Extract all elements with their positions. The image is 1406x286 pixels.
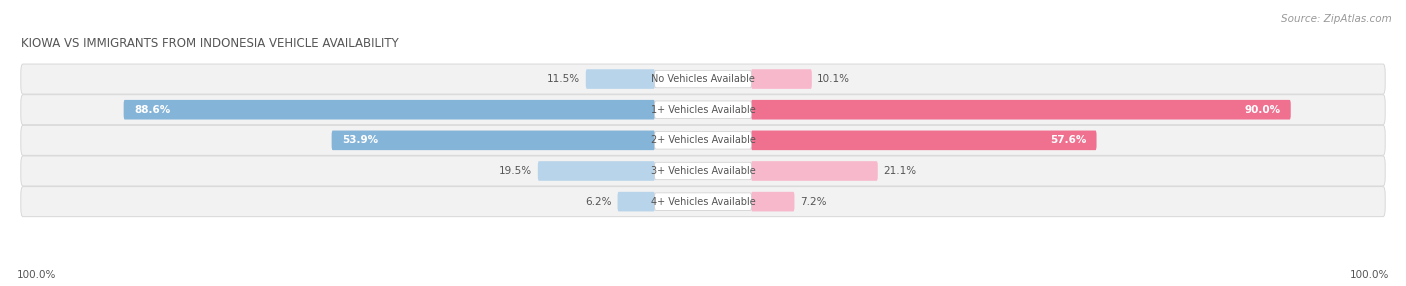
Text: KIOWA VS IMMIGRANTS FROM INDONESIA VEHICLE AVAILABILITY: KIOWA VS IMMIGRANTS FROM INDONESIA VEHIC… bbox=[21, 37, 399, 50]
Text: 21.1%: 21.1% bbox=[883, 166, 917, 176]
Text: 6.2%: 6.2% bbox=[586, 197, 612, 206]
FancyBboxPatch shape bbox=[655, 193, 751, 210]
FancyBboxPatch shape bbox=[655, 101, 751, 118]
Text: 90.0%: 90.0% bbox=[1244, 105, 1281, 115]
FancyBboxPatch shape bbox=[332, 130, 655, 150]
FancyBboxPatch shape bbox=[124, 100, 655, 120]
FancyBboxPatch shape bbox=[751, 161, 877, 181]
Text: 2+ Vehicles Available: 2+ Vehicles Available bbox=[651, 135, 755, 145]
Text: 1+ Vehicles Available: 1+ Vehicles Available bbox=[651, 105, 755, 115]
FancyBboxPatch shape bbox=[751, 192, 794, 211]
Text: 10.1%: 10.1% bbox=[817, 74, 851, 84]
FancyBboxPatch shape bbox=[21, 125, 1385, 155]
Text: 57.6%: 57.6% bbox=[1050, 135, 1085, 145]
FancyBboxPatch shape bbox=[21, 95, 1385, 125]
Text: No Vehicles Available: No Vehicles Available bbox=[651, 74, 755, 84]
FancyBboxPatch shape bbox=[751, 130, 1097, 150]
FancyBboxPatch shape bbox=[655, 132, 751, 149]
FancyBboxPatch shape bbox=[21, 156, 1385, 186]
Text: 88.6%: 88.6% bbox=[134, 105, 170, 115]
FancyBboxPatch shape bbox=[655, 70, 751, 88]
FancyBboxPatch shape bbox=[617, 192, 655, 211]
Text: 3+ Vehicles Available: 3+ Vehicles Available bbox=[651, 166, 755, 176]
Text: 4+ Vehicles Available: 4+ Vehicles Available bbox=[651, 197, 755, 206]
FancyBboxPatch shape bbox=[21, 187, 1385, 217]
FancyBboxPatch shape bbox=[751, 100, 1291, 120]
Text: Source: ZipAtlas.com: Source: ZipAtlas.com bbox=[1281, 14, 1392, 24]
FancyBboxPatch shape bbox=[538, 161, 655, 181]
Text: 7.2%: 7.2% bbox=[800, 197, 827, 206]
FancyBboxPatch shape bbox=[751, 69, 811, 89]
Text: 53.9%: 53.9% bbox=[342, 135, 378, 145]
FancyBboxPatch shape bbox=[586, 69, 655, 89]
Text: 19.5%: 19.5% bbox=[499, 166, 533, 176]
FancyBboxPatch shape bbox=[655, 162, 751, 180]
Text: 11.5%: 11.5% bbox=[547, 74, 581, 84]
FancyBboxPatch shape bbox=[21, 64, 1385, 94]
Text: 100.0%: 100.0% bbox=[17, 270, 56, 280]
Text: 100.0%: 100.0% bbox=[1350, 270, 1389, 280]
